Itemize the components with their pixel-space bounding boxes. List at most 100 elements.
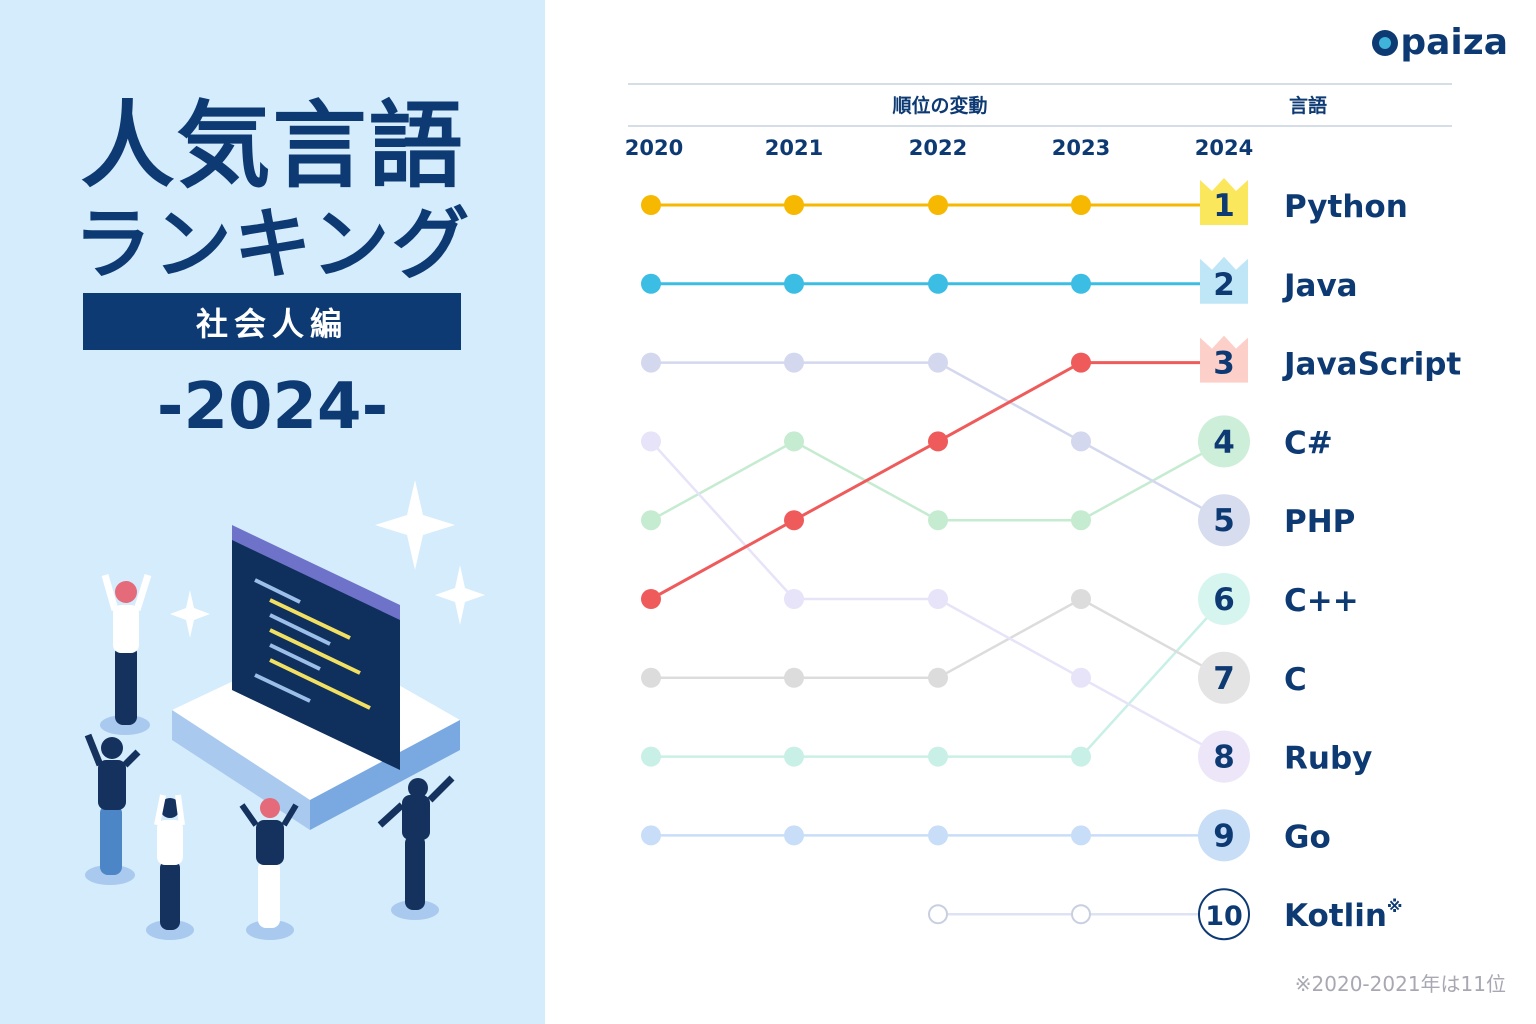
rank-number: 1 xyxy=(1213,188,1235,224)
language-name: C# xyxy=(1284,425,1333,461)
data-point xyxy=(928,746,948,767)
rank-number: 4 xyxy=(1213,424,1235,460)
data-point xyxy=(641,746,661,767)
rank-badge xyxy=(1198,494,1250,547)
person-icon xyxy=(377,775,455,920)
series-line xyxy=(651,597,1225,680)
rank-number: 7 xyxy=(1213,661,1235,697)
series-points xyxy=(641,195,1091,925)
data-point xyxy=(784,746,804,767)
page-title-line2: ランキング xyxy=(73,200,472,290)
rank-badge xyxy=(1198,888,1250,941)
sparkle-icon xyxy=(375,480,455,570)
header-language-label: 言語 xyxy=(1289,94,1327,117)
language-name: C++ xyxy=(1284,583,1359,619)
rank-number: 5 xyxy=(1213,503,1235,539)
rank-number: 10 xyxy=(1205,901,1243,932)
language-name: Go xyxy=(1284,819,1331,855)
data-point xyxy=(784,352,804,373)
series-lines xyxy=(650,203,1225,916)
year-tick-label: 2024 xyxy=(1195,136,1253,160)
person-icon xyxy=(100,573,152,735)
data-point xyxy=(641,431,661,452)
language-name: Kotlin※ xyxy=(1284,897,1402,934)
data-point xyxy=(928,825,948,846)
rank-number: 8 xyxy=(1213,740,1235,776)
rank-number: 6 xyxy=(1213,582,1235,618)
data-point xyxy=(641,352,661,373)
crown-icon xyxy=(1200,256,1248,304)
data-point xyxy=(784,431,804,452)
person-icon xyxy=(239,798,299,940)
year-tick-label: 2021 xyxy=(765,136,823,160)
data-point xyxy=(1071,589,1091,609)
subtitle-banner: 社会人編 xyxy=(83,293,461,350)
data-point xyxy=(928,431,948,452)
data-point xyxy=(1071,431,1091,452)
data-point xyxy=(928,352,948,373)
data-point xyxy=(641,589,661,609)
page-title: 人気言語 xyxy=(80,92,465,201)
paiza-logo-icon xyxy=(1372,29,1399,56)
crown-icon xyxy=(1200,178,1248,225)
data-point xyxy=(1071,904,1091,925)
year-tick-label: 2020 xyxy=(625,136,683,160)
data-point xyxy=(1071,195,1091,215)
language-name: PHP xyxy=(1284,504,1355,540)
crown-icon xyxy=(1200,335,1248,383)
year-tick-label: 2022 xyxy=(909,136,967,160)
year-labels: 2020 2021 2022 2023 2024 xyxy=(625,136,1253,160)
left-panel: 人気言語 ランキング 社会人編 -2024- xyxy=(0,0,545,1024)
language-names: Python Java JavaScript C# PHP C++ C Ruby Go Kotli… xyxy=(1282,189,1461,934)
series-line xyxy=(650,361,1224,601)
data-point xyxy=(784,273,804,294)
data-point xyxy=(1071,352,1091,373)
data-point xyxy=(1071,746,1091,767)
person-icon xyxy=(146,794,194,940)
data-point xyxy=(928,667,948,688)
series-line xyxy=(650,439,1225,522)
data-point xyxy=(1071,510,1091,531)
year-label: -2024- xyxy=(156,370,389,444)
logo-text: paiza xyxy=(1400,22,1508,63)
data-point xyxy=(928,510,948,531)
data-point xyxy=(928,195,948,215)
data-point xyxy=(641,825,661,846)
person-icon xyxy=(84,733,141,885)
data-point xyxy=(928,273,948,294)
footnote: ※2020-2021年は11位 xyxy=(1294,972,1506,996)
data-point xyxy=(784,825,804,846)
language-name: Python xyxy=(1284,189,1408,225)
data-point xyxy=(784,510,804,531)
data-point xyxy=(784,589,804,609)
paiza-logo: paiza xyxy=(1372,22,1508,63)
rank-number: 9 xyxy=(1213,818,1235,854)
sparkle-icon xyxy=(435,565,485,625)
data-point xyxy=(928,904,948,925)
data-point xyxy=(1071,825,1091,846)
data-point xyxy=(784,667,804,688)
rank-badge xyxy=(1198,415,1250,468)
language-name: C xyxy=(1284,662,1307,698)
data-point xyxy=(641,510,661,531)
data-point xyxy=(1071,273,1091,294)
rank-badge xyxy=(1198,730,1250,783)
rank-badge xyxy=(1198,573,1250,625)
celebration-illustration xyxy=(84,480,485,940)
data-point xyxy=(928,589,948,609)
rank-number: 2 xyxy=(1213,267,1235,303)
header-change-label: 順位の変動 xyxy=(892,94,987,117)
rank-badges: 1 2 3 4 5 6 7 8 9 10 xyxy=(1198,178,1250,941)
year-tick-label: 2023 xyxy=(1052,136,1110,160)
language-name: JavaScript xyxy=(1282,347,1461,383)
data-point xyxy=(641,195,661,215)
data-point xyxy=(784,195,804,215)
data-point xyxy=(641,667,661,688)
sparkle-icon xyxy=(170,590,210,638)
language-name: Ruby xyxy=(1284,741,1372,777)
data-point xyxy=(1071,667,1091,688)
language-name: Java xyxy=(1282,268,1358,304)
data-point xyxy=(641,273,661,294)
rank-number: 3 xyxy=(1213,346,1235,382)
